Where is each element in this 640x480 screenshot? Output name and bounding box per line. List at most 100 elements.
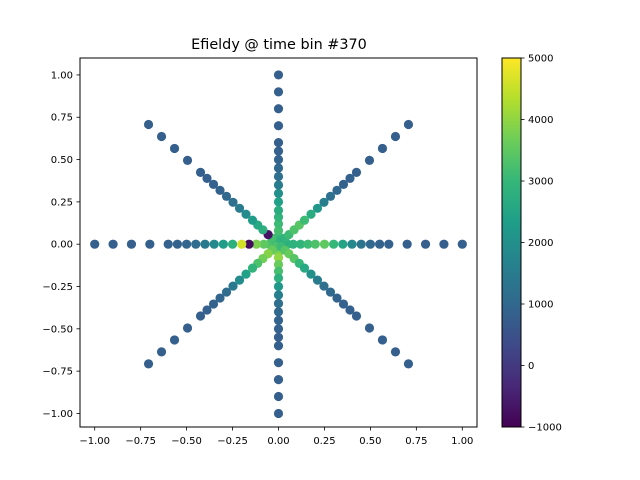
data-point-southwest bbox=[202, 305, 212, 315]
data-point-north bbox=[273, 146, 284, 156]
data-point-south bbox=[273, 307, 284, 317]
data-point-north bbox=[273, 180, 284, 190]
data-point-east bbox=[329, 239, 339, 249]
data-point-southwest bbox=[182, 323, 193, 333]
colorbar bbox=[502, 58, 521, 427]
data-point-southwest bbox=[221, 287, 232, 297]
data-point-west bbox=[259, 239, 269, 249]
data-point-east bbox=[347, 239, 357, 249]
data-points bbox=[90, 70, 467, 419]
data-point-north bbox=[273, 87, 284, 97]
data-point-north bbox=[273, 121, 284, 131]
data-point-southwest bbox=[234, 275, 245, 285]
y-tick-label: −0.50 bbox=[42, 324, 73, 335]
data-point-northeast bbox=[345, 173, 355, 183]
data-point-south bbox=[273, 341, 284, 351]
x-axis: −1.00 −0.75 −0.50 −0.25 0.00 0.25 0.50 0.75 1.00 bbox=[79, 427, 473, 447]
data-point-southwest bbox=[247, 263, 258, 273]
data-point-southeast bbox=[299, 263, 310, 273]
data-point-north bbox=[273, 205, 284, 215]
data-point-north bbox=[273, 70, 284, 80]
data-point-east bbox=[457, 239, 467, 249]
colorbar-axis: −1000 0 1000 2000 3000 4000 5000 bbox=[521, 54, 562, 434]
data-point-west bbox=[218, 239, 228, 249]
y-axis: −1.00 −0.75 −0.50 −0.25 0.00 0.25 0.50 0.75 1.00 bbox=[42, 70, 80, 420]
y-tick-label: −0.25 bbox=[42, 282, 73, 293]
data-point-northeast bbox=[319, 197, 329, 207]
data-point-east bbox=[365, 239, 375, 249]
data-point-southwest bbox=[156, 347, 167, 357]
x-tick-label: −1.00 bbox=[79, 436, 110, 447]
data-point-west bbox=[227, 239, 238, 249]
data-point-north bbox=[273, 219, 284, 229]
colorbar-tick-label: 5000 bbox=[528, 54, 553, 65]
data-point-southeast bbox=[319, 281, 329, 291]
data-point-south bbox=[273, 358, 284, 368]
data-point-south bbox=[273, 324, 284, 334]
data-point-southwest bbox=[228, 281, 238, 291]
data-point-west bbox=[145, 239, 155, 249]
data-point-south bbox=[273, 290, 284, 300]
data-point-west bbox=[200, 239, 210, 249]
data-point-southeast bbox=[364, 323, 375, 333]
data-point-east bbox=[310, 239, 320, 249]
data-point-northwest bbox=[169, 143, 180, 154]
data-point-southeast bbox=[332, 293, 342, 303]
data-point-northwest bbox=[221, 191, 232, 201]
data-point-west bbox=[182, 239, 192, 249]
data-point-southeast bbox=[306, 269, 316, 279]
data-point-northeast bbox=[403, 119, 414, 130]
x-tick-label: 0.50 bbox=[359, 436, 381, 447]
data-point-west bbox=[209, 239, 219, 249]
data-point-south bbox=[273, 391, 284, 402]
data-point-south bbox=[273, 253, 284, 263]
data-point-east bbox=[288, 239, 298, 249]
x-tick-label: 0.25 bbox=[313, 436, 335, 447]
data-point-west bbox=[244, 239, 254, 249]
data-point-southwest bbox=[195, 311, 206, 321]
data-point-southwest bbox=[208, 299, 219, 309]
data-point-north bbox=[273, 188, 284, 199]
data-point-west bbox=[126, 239, 137, 249]
data-point-northeast bbox=[306, 209, 316, 219]
y-tick-label: 0.00 bbox=[51, 240, 73, 251]
y-tick-label: −1.00 bbox=[42, 409, 73, 420]
data-point-east bbox=[356, 239, 366, 249]
data-point-southwest bbox=[241, 269, 251, 279]
data-point-south bbox=[273, 375, 284, 385]
data-point-northwest bbox=[241, 209, 251, 219]
data-point-south bbox=[273, 315, 284, 325]
data-point-north bbox=[273, 226, 284, 236]
data-point-northeast bbox=[390, 131, 401, 142]
data-point-southwest bbox=[215, 293, 225, 303]
x-tick-label: −0.50 bbox=[171, 436, 202, 447]
data-point-north bbox=[273, 197, 284, 207]
data-point-west bbox=[90, 239, 100, 249]
data-point-northwest bbox=[202, 173, 212, 183]
data-point-west bbox=[237, 239, 247, 249]
data-point-east bbox=[338, 239, 348, 249]
data-point-east bbox=[303, 239, 313, 249]
data-point-south bbox=[273, 281, 284, 292]
data-point-northeast bbox=[377, 143, 388, 154]
y-tick-label: −0.75 bbox=[42, 367, 73, 378]
data-point-north bbox=[273, 138, 284, 148]
data-point-northeast bbox=[351, 167, 362, 177]
data-point-southeast bbox=[338, 299, 349, 309]
x-tick-label: 0.75 bbox=[405, 436, 427, 447]
data-point-northwest bbox=[234, 203, 245, 213]
colorbar-tick-label: −1000 bbox=[528, 423, 562, 434]
data-point-northeast bbox=[299, 215, 310, 225]
data-point-northeast bbox=[338, 179, 349, 189]
data-point-east bbox=[319, 239, 330, 249]
data-point-northwest bbox=[247, 215, 258, 225]
data-point-northwest bbox=[208, 179, 219, 189]
data-point-west bbox=[163, 239, 173, 249]
data-point-southeast bbox=[351, 311, 362, 321]
data-point-east bbox=[402, 239, 412, 249]
data-point-south bbox=[273, 298, 284, 309]
x-tick-label: −0.25 bbox=[217, 436, 248, 447]
x-tick-label: −0.75 bbox=[125, 436, 156, 447]
data-point-west bbox=[251, 239, 262, 249]
